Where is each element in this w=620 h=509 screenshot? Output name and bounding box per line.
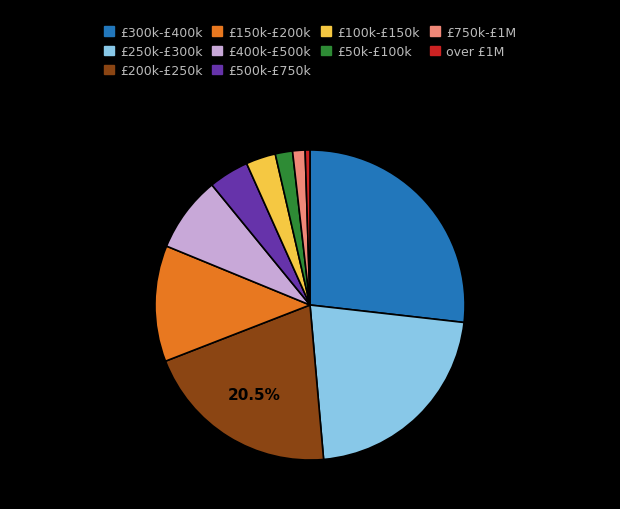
Legend: £300k-£400k, £250k-£300k, £200k-£250k, £150k-£200k, £400k-£500k, £500k-£750k, £1: £300k-£400k, £250k-£300k, £200k-£250k, £… bbox=[99, 21, 521, 83]
Wedge shape bbox=[293, 151, 310, 305]
Wedge shape bbox=[155, 247, 310, 361]
Wedge shape bbox=[310, 151, 465, 323]
Wedge shape bbox=[212, 164, 310, 305]
Wedge shape bbox=[305, 151, 310, 305]
Wedge shape bbox=[275, 152, 310, 305]
Wedge shape bbox=[167, 186, 310, 305]
Wedge shape bbox=[247, 155, 310, 305]
Text: 20.5%: 20.5% bbox=[228, 387, 281, 402]
Wedge shape bbox=[310, 305, 464, 460]
Wedge shape bbox=[166, 305, 324, 460]
